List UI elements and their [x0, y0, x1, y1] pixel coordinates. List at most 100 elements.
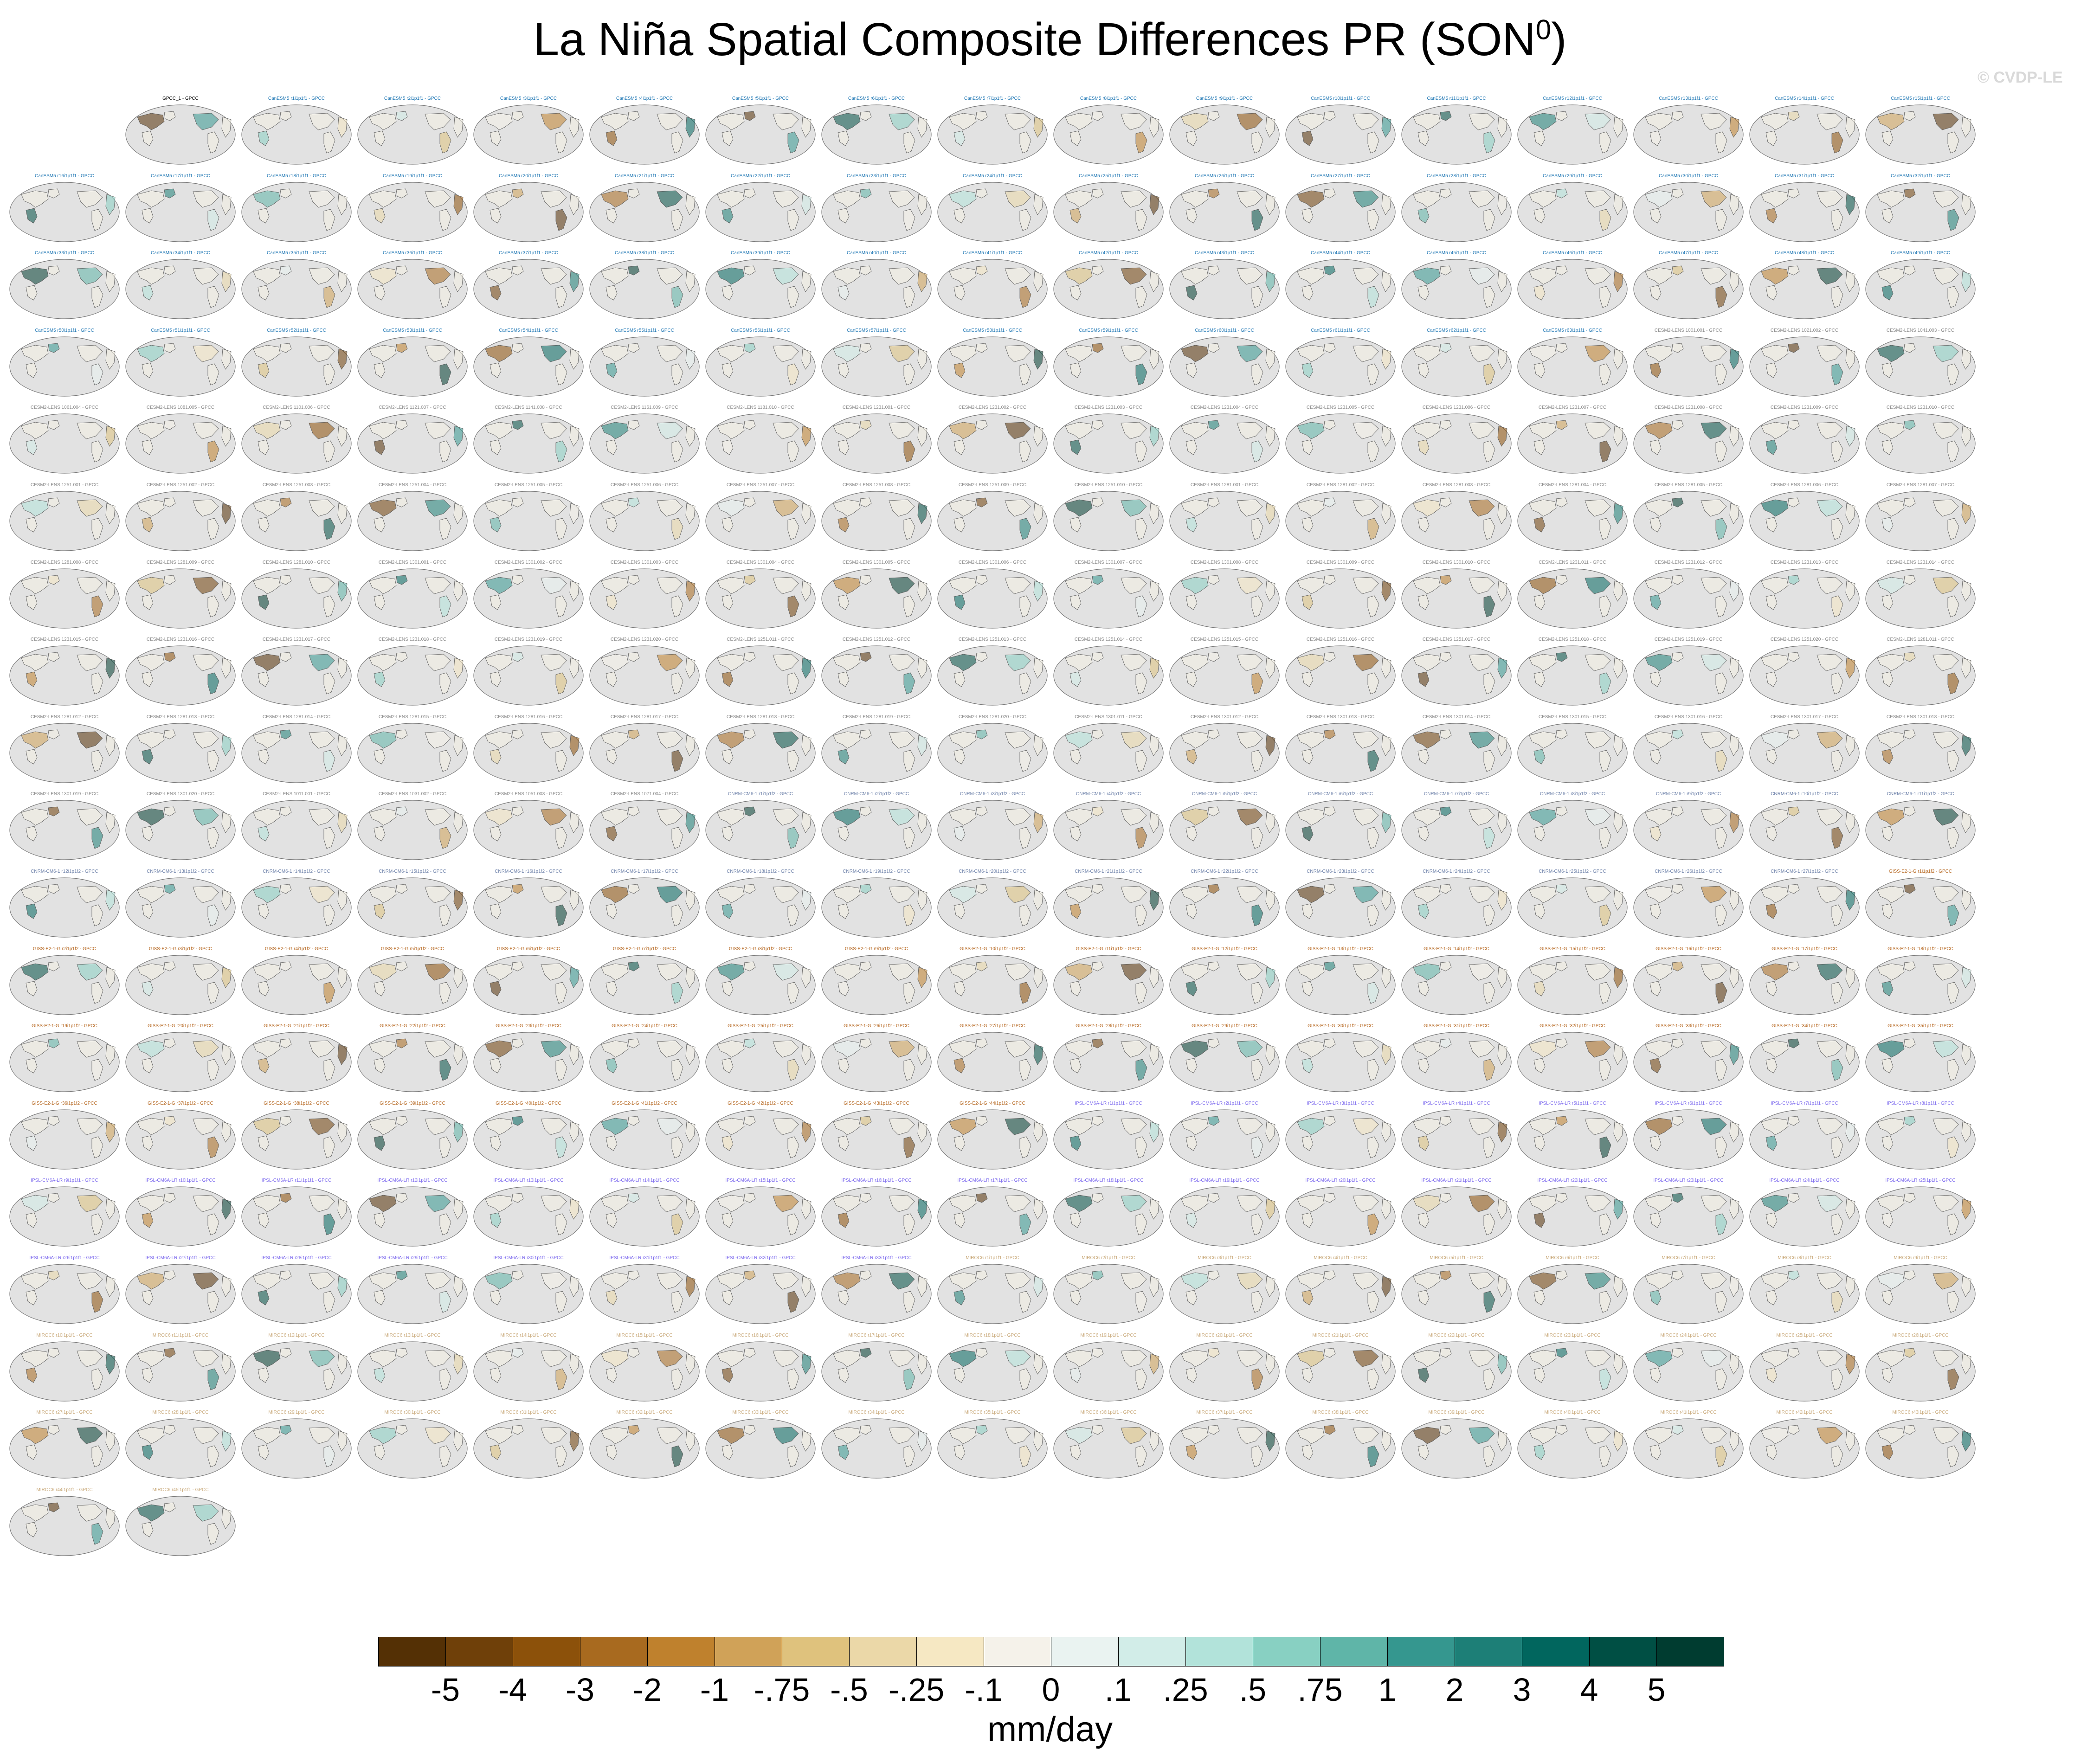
panel-title: IPSL-CM6A-LR r29i1p1f1 - GPCC [377, 1255, 448, 1261]
coastlines [137, 188, 232, 231]
coastlines [833, 343, 928, 386]
panel-title: GISS-E2-1-G r36i1p1f2 - GPCC [32, 1100, 97, 1106]
land-outline [323, 440, 335, 463]
globe-map [1401, 723, 1512, 783]
panel-title: IPSL-CM6A-LR r3i1p1f1 - GPCC [1307, 1100, 1374, 1106]
map-panel: MIROC6 r41i1p1f1 - GPCC [1631, 1409, 1746, 1488]
land-outline [1413, 190, 1441, 208]
globe-map [9, 1496, 120, 1556]
land-outline [1529, 190, 1557, 208]
land-outline [1817, 113, 1843, 130]
land-outline [773, 190, 799, 208]
land-outline [1135, 595, 1147, 618]
map-panel: MIROC6 r2i1p1f1 - GPCC [1051, 1255, 1166, 1334]
land-outline [142, 362, 154, 378]
panel-title: MIROC6 r31i1p1f1 - GPCC [500, 1410, 557, 1416]
land-outline [1765, 130, 1778, 146]
land-outline [1947, 440, 1959, 463]
land-outline [142, 208, 154, 224]
map-panel: GISS-E2-1-G r35i1p1f2 - GPCC [1863, 1023, 1978, 1102]
land-outline [1251, 440, 1263, 463]
land-outline [917, 194, 928, 215]
land-outline [77, 577, 103, 594]
panel-title: CESM2-LENS 1301.014 - GPCC [1422, 714, 1491, 720]
land-outline [1065, 422, 1093, 439]
map-panel: CanESM5 r57i1p1f1 - GPCC [819, 328, 934, 406]
land-outline [1715, 595, 1727, 618]
panel-title: IPSL-CM6A-LR r4i1p1f1 - GPCC [1423, 1100, 1490, 1106]
land-outline [833, 422, 861, 439]
map-panel: CESM2-LENS 1231.001 - GPCC [819, 405, 934, 483]
map-panel: IPSL-CM6A-LR r4i1p1f1 - GPCC [1399, 1100, 1514, 1179]
land-outline [1265, 271, 1275, 292]
land-outline [721, 439, 734, 455]
coastlines [717, 111, 812, 154]
land-outline [105, 271, 116, 292]
panel-title: CESM2-LENS 1231.004 - GPCC [1190, 405, 1259, 411]
map-panel: CESM2-LENS 1301.015 - GPCC [1515, 714, 1630, 793]
map-panel: CESM2-LENS 1251.002 - GPCC [123, 482, 238, 561]
map-panel: IPSL-CM6A-LR r11i1p1f1 - GPCC [239, 1177, 354, 1256]
land-outline [889, 577, 915, 594]
globe-map [357, 259, 468, 319]
panel-title: CESM2-LENS 1031.002 - GPCC [378, 791, 447, 797]
land-outline [77, 190, 103, 208]
map-panel: CanESM5 r17i1p1f1 - GPCC [123, 173, 238, 252]
globe-map [705, 336, 816, 397]
land-outline [1301, 594, 1314, 610]
panel-title: CESM2-LENS 1251.007 - GPCC [726, 483, 795, 488]
land-outline [555, 595, 567, 618]
land-outline [1585, 190, 1611, 208]
globe-map [1053, 645, 1164, 706]
globe-map [937, 1264, 1048, 1324]
globe-map [241, 259, 352, 319]
panel-title: CESM2-LENS 1251.008 - GPCC [842, 483, 911, 488]
globe-map [1285, 181, 1396, 242]
globe-map [937, 1186, 1048, 1247]
panel-title: CNRM-CM6-1 r5i1p1f2 - GPCC [1192, 791, 1257, 797]
globe-map [125, 1032, 236, 1092]
map-panel: CNRM-CM6-1 r5i1p1f2 - GPCC [1167, 791, 1282, 870]
globe-map [821, 800, 932, 860]
land-outline [309, 345, 335, 362]
globe-map [1169, 104, 1280, 165]
globe-map [1169, 491, 1280, 551]
land-outline [369, 422, 397, 439]
globe-map [1633, 1418, 1744, 1479]
land-outline [1947, 363, 1959, 386]
panel-title: CESM2-LENS 1301.001 - GPCC [378, 560, 447, 565]
panel-title: CanESM5 r29i1p1f1 - GPCC [1543, 173, 1602, 179]
panel-title: CESM2-LENS 1231.005 - GPCC [1306, 405, 1375, 411]
land-outline [207, 518, 219, 540]
land-outline [1251, 518, 1263, 540]
land-outline [1613, 503, 1623, 524]
globe-map [1865, 259, 1976, 319]
colorbar-swatch [445, 1637, 513, 1666]
map-panel: CESM2-LENS 1231.006 - GPCC [1399, 405, 1514, 483]
globe-map [1169, 1186, 1280, 1247]
panel-title: CESM2-LENS 1281.012 - GPCC [30, 714, 99, 720]
panel-title: GISS-E2-1-G r39i1p1f2 - GPCC [380, 1100, 445, 1106]
globe-map [1401, 1264, 1512, 1324]
land-outline [717, 345, 745, 362]
land-outline [1033, 194, 1044, 215]
land-outline [1585, 422, 1611, 439]
land-outline [1185, 130, 1198, 146]
map-panel: GISS-E2-1-G r22i1p1f2 - GPCC [355, 1023, 470, 1102]
panel-title: GISS-E2-1-G r17i1p1f2 - GPCC [1771, 946, 1837, 952]
land-outline [1353, 577, 1379, 594]
land-outline [1019, 131, 1031, 154]
globe-map [1053, 1341, 1164, 1402]
coastlines [1761, 111, 1855, 154]
coastlines [949, 497, 1044, 540]
panel-title: CESM2-LENS 1231.015 - GPCC [30, 637, 99, 643]
map-panel: CESM2-LENS 1301.018 - GPCC [1863, 714, 1978, 793]
globe-map [937, 259, 1048, 319]
map-panel: IPSL-CM6A-LR r6i1p1f1 - GPCC [1631, 1100, 1746, 1179]
globe-map [1633, 1264, 1744, 1324]
land-outline [1715, 131, 1727, 154]
map-panel: IPSL-CM6A-LR r14i1p1f1 - GPCC [587, 1177, 702, 1256]
panel-title: CESM2-LENS 1301.020 - GPCC [146, 791, 215, 797]
land-outline [541, 422, 567, 439]
land-outline [569, 425, 580, 447]
